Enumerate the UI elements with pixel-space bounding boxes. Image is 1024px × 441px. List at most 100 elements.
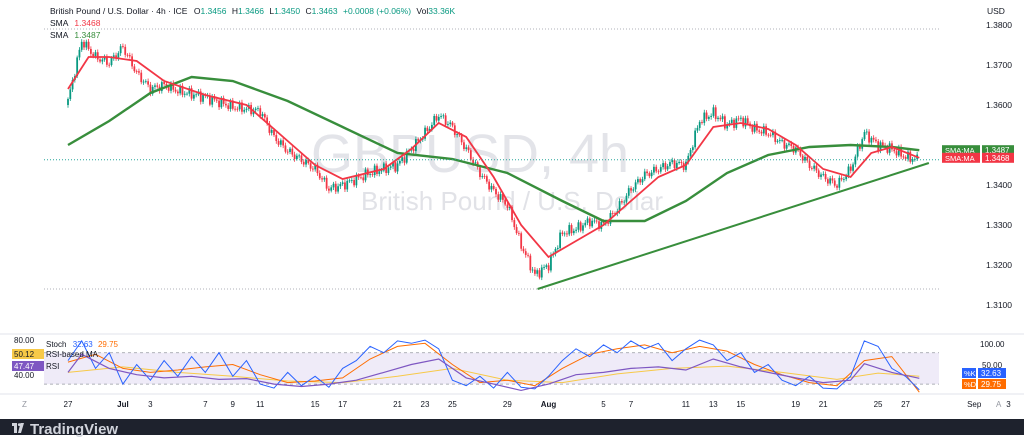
candle-body	[328, 188, 330, 191]
time-tick: 27	[901, 400, 910, 409]
candle-body	[653, 166, 655, 173]
candle-body	[428, 128, 431, 132]
candle-body	[623, 201, 626, 203]
time-tick: 5	[601, 400, 606, 409]
sma1-label: SMA	[50, 18, 69, 28]
candle-body	[227, 105, 230, 109]
sma-fast-line[interactable]	[67, 56, 920, 259]
high-value: 1.3466	[238, 6, 264, 16]
candle-body	[323, 177, 326, 180]
osc-tick-50: 50.00	[982, 361, 1003, 370]
candle-body	[89, 48, 92, 54]
rsi-badge	[12, 361, 44, 371]
candle-body	[666, 166, 669, 170]
candle-body	[449, 122, 452, 125]
candle-body	[893, 149, 896, 152]
candle-body	[778, 140, 781, 141]
time-tick: 29	[503, 400, 512, 409]
price-tick: 1.3800	[986, 20, 1012, 30]
d-badge	[962, 379, 976, 389]
oscillator-axis: 80.00 40.00 100.00 50.00 %K 32.63 %D 29.…	[14, 336, 1006, 389]
candle-body	[538, 270, 541, 278]
candle-body	[259, 108, 262, 117]
candle-body	[300, 155, 303, 162]
rsi-line[interactable]	[67, 353, 920, 392]
candle-body	[705, 112, 708, 119]
candle-body	[643, 171, 646, 180]
price-tick: 1.3700	[986, 60, 1012, 70]
candle-body	[472, 159, 475, 164]
candle-body	[435, 116, 438, 121]
time-tick: 11	[256, 400, 265, 409]
time-tick: 13	[709, 400, 718, 409]
stoch-k-line[interactable]	[67, 339, 920, 391]
candle-body	[703, 112, 706, 123]
candle-body	[698, 122, 701, 128]
candle-body	[460, 134, 463, 143]
candle-body	[176, 91, 179, 94]
candle-body	[485, 176, 488, 182]
candle-body	[286, 151, 289, 153]
candle-body	[453, 125, 456, 135]
sma-slow-line[interactable]	[67, 75, 920, 223]
candle-body	[312, 168, 314, 170]
candle-body	[804, 156, 806, 161]
trendline[interactable]	[537, 162, 930, 290]
candle-body	[710, 115, 713, 117]
price-axis[interactable]: USD 1.3800 1.3700 1.3600 1.3400 1.3300 1.3200…	[940, 0, 1024, 330]
candle-body	[273, 129, 275, 136]
time-axis-corner-right[interactable]: A	[996, 400, 1002, 409]
candle-body	[607, 222, 610, 224]
candle-body	[852, 164, 854, 171]
candle-body	[170, 82, 172, 91]
candle-body	[531, 269, 534, 271]
candle-body	[865, 131, 868, 133]
candle-body	[309, 163, 312, 169]
candle-body	[620, 201, 623, 203]
time-tick: 7	[629, 400, 634, 409]
time-tick: 11	[682, 400, 691, 409]
time-tick: 21	[819, 400, 828, 409]
time-axis[interactable]: Z A 27 Jul 3 7 9 11 15 17 21 23 25 29 Aug 5 7 11 13 15 19 2…	[0, 393, 1024, 409]
candle-body	[229, 100, 232, 109]
stoch-k-value: 32.63	[73, 340, 94, 349]
reference-lines	[44, 28, 939, 290]
candle-body	[646, 171, 648, 174]
time-tick: 25	[874, 400, 883, 409]
candle-body	[847, 166, 850, 176]
candle-body	[369, 174, 372, 176]
candle-body	[293, 154, 296, 159]
candle-body	[92, 53, 95, 57]
candle-body	[433, 116, 436, 125]
candle-body	[330, 187, 333, 191]
candle-body	[723, 116, 726, 129]
k-badge-value: 32.63	[981, 369, 1002, 378]
candle-body	[261, 114, 264, 117]
oscillator-pane[interactable]: Stoch 32.63 29.75 50.12 RSI-based MA 47.…	[0, 333, 1024, 393]
candle-body	[641, 179, 644, 183]
sma2-label: SMA	[50, 30, 69, 40]
candle-body	[295, 155, 298, 159]
candle-body	[611, 213, 614, 214]
candle-body	[103, 57, 106, 60]
candle-body	[442, 115, 445, 117]
candle-body	[815, 165, 818, 171]
time-tick: 9	[231, 400, 236, 409]
candle-body	[740, 117, 742, 119]
candle-body	[85, 41, 88, 48]
candle-body	[504, 199, 507, 205]
candle-body	[714, 107, 717, 119]
candle-body	[909, 151, 912, 162]
candle-body	[138, 71, 140, 73]
d-badge-value: 29.75	[981, 380, 1002, 389]
price-tick: 1.3400	[986, 180, 1012, 190]
candle-body	[490, 185, 493, 190]
candle-body	[122, 46, 124, 48]
time-axis-corner-left[interactable]: Z	[22, 400, 27, 409]
candle-body	[556, 247, 559, 249]
candle-body	[332, 183, 335, 188]
candle-body	[275, 135, 278, 142]
candle-body	[387, 167, 390, 173]
candle-body	[96, 52, 99, 60]
